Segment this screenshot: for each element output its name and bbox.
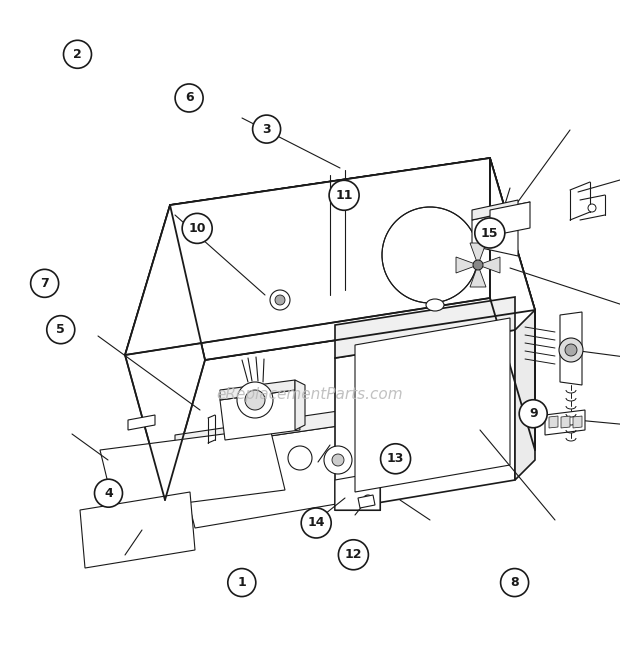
Circle shape xyxy=(228,569,256,596)
Text: 8: 8 xyxy=(510,576,519,589)
Text: 4: 4 xyxy=(104,487,113,500)
Circle shape xyxy=(382,207,478,303)
Text: 2: 2 xyxy=(73,48,82,61)
Polygon shape xyxy=(355,318,510,492)
Circle shape xyxy=(46,316,75,344)
Text: 9: 9 xyxy=(529,407,538,420)
Text: 15: 15 xyxy=(481,226,498,240)
Circle shape xyxy=(94,479,123,507)
Ellipse shape xyxy=(426,299,444,311)
Circle shape xyxy=(381,444,410,474)
Polygon shape xyxy=(220,390,300,440)
Text: 12: 12 xyxy=(345,548,362,561)
Text: 11: 11 xyxy=(335,189,353,202)
Circle shape xyxy=(339,540,368,570)
Polygon shape xyxy=(490,202,530,236)
Circle shape xyxy=(475,218,505,248)
Text: 6: 6 xyxy=(185,91,193,105)
Polygon shape xyxy=(220,380,295,400)
Circle shape xyxy=(30,269,59,297)
Text: 1: 1 xyxy=(237,576,246,589)
Polygon shape xyxy=(478,257,500,273)
Polygon shape xyxy=(100,428,285,512)
Polygon shape xyxy=(472,210,518,256)
Circle shape xyxy=(275,295,285,305)
Text: 10: 10 xyxy=(188,222,206,235)
Polygon shape xyxy=(470,265,486,287)
Polygon shape xyxy=(335,297,515,358)
Polygon shape xyxy=(515,310,535,480)
Polygon shape xyxy=(125,205,205,500)
Polygon shape xyxy=(549,416,558,428)
Text: eReplacementParts.com: eReplacementParts.com xyxy=(216,387,404,402)
Circle shape xyxy=(182,213,212,244)
Polygon shape xyxy=(335,472,380,510)
Circle shape xyxy=(559,338,583,362)
Text: 5: 5 xyxy=(56,323,65,336)
Circle shape xyxy=(245,390,265,410)
Circle shape xyxy=(288,446,312,470)
Polygon shape xyxy=(80,492,195,568)
Circle shape xyxy=(175,84,203,112)
Polygon shape xyxy=(125,158,490,355)
Polygon shape xyxy=(545,410,585,435)
Circle shape xyxy=(500,569,529,596)
Text: 3: 3 xyxy=(262,122,271,136)
Polygon shape xyxy=(335,330,515,510)
Text: 7: 7 xyxy=(40,277,49,290)
Polygon shape xyxy=(472,200,518,220)
Text: 13: 13 xyxy=(387,452,404,465)
Circle shape xyxy=(473,260,483,270)
Polygon shape xyxy=(560,312,582,385)
Circle shape xyxy=(324,446,352,474)
Circle shape xyxy=(270,290,290,310)
Polygon shape xyxy=(470,243,486,265)
Circle shape xyxy=(588,204,596,212)
Polygon shape xyxy=(456,257,478,273)
Polygon shape xyxy=(490,158,535,450)
Circle shape xyxy=(301,508,331,538)
Polygon shape xyxy=(561,416,570,428)
Polygon shape xyxy=(295,380,305,430)
Polygon shape xyxy=(573,416,582,428)
Polygon shape xyxy=(170,158,535,360)
Circle shape xyxy=(63,40,92,68)
Circle shape xyxy=(565,344,577,356)
Polygon shape xyxy=(175,410,345,450)
Polygon shape xyxy=(358,495,375,508)
Circle shape xyxy=(237,382,273,418)
Circle shape xyxy=(329,180,359,211)
Polygon shape xyxy=(128,415,155,430)
Circle shape xyxy=(519,400,547,428)
Circle shape xyxy=(252,115,281,143)
Polygon shape xyxy=(170,158,535,360)
Circle shape xyxy=(332,454,344,466)
Circle shape xyxy=(363,495,373,505)
Polygon shape xyxy=(175,425,360,528)
Text: 14: 14 xyxy=(308,516,325,530)
